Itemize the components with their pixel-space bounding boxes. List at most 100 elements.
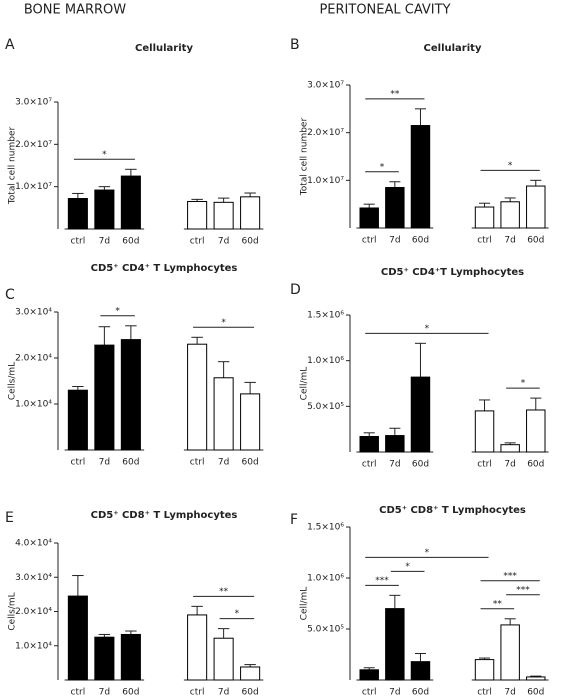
significance-label: * [521, 379, 526, 389]
bar [67, 389, 88, 451]
bar [500, 444, 520, 453]
bar [410, 376, 431, 453]
y-tick-label: 2.0×10⁴ [15, 607, 52, 617]
bar [410, 125, 431, 229]
panel-letter: F [290, 512, 298, 528]
x-tick-label: ctrl [362, 688, 377, 698]
y-axis-label: Cell/mL [300, 367, 310, 401]
panel-letter: D [290, 282, 301, 298]
bar [67, 595, 88, 681]
y-tick-label: 3.0×10⁷ [307, 81, 344, 91]
x-tick-label: ctrl [477, 236, 492, 246]
y-tick-label: 1.0×10⁷ [307, 176, 344, 186]
y-axis-label: Cell/mL [300, 587, 310, 621]
x-tick-label: 7d [218, 688, 229, 698]
significance-label: ** [493, 599, 503, 609]
x-tick-label: ctrl [362, 236, 377, 246]
x-tick-label: 60d [122, 237, 139, 247]
x-tick-label: ctrl [71, 458, 86, 468]
significance-label: * [405, 562, 410, 572]
x-tick-label: 7d [504, 460, 515, 470]
x-tick-label: 7d [504, 688, 515, 698]
bar [474, 410, 495, 453]
x-tick-label: ctrl [190, 237, 205, 247]
bar [359, 207, 379, 229]
y-tick-label: 1.5×10⁶ [307, 311, 344, 321]
bar [67, 198, 88, 230]
y-tick-label: 1.0×10⁶ [307, 574, 344, 584]
bar [120, 633, 141, 681]
x-tick-label: 60d [412, 236, 429, 246]
x-tick-label: 60d [527, 688, 544, 698]
y-tick-label: 1.0×10⁴ [15, 400, 52, 410]
y-tick-label: 3.0×10⁴ [15, 573, 52, 583]
x-tick-label: 7d [99, 688, 110, 698]
x-tick-label: 7d [389, 236, 400, 246]
y-tick-label: 2.0×10⁷ [15, 140, 52, 150]
bar [500, 624, 520, 681]
significance-label: * [508, 161, 513, 171]
x-tick-label: 7d [389, 688, 400, 698]
bar [187, 614, 208, 681]
x-tick-label: 60d [527, 460, 544, 470]
bar [474, 659, 495, 681]
x-tick-label: 60d [527, 236, 544, 246]
bar [120, 339, 141, 451]
bar [213, 637, 234, 681]
y-tick-label: 4.0×10⁴ [15, 539, 52, 549]
x-tick-label: 7d [218, 237, 229, 247]
y-axis-label: Cells/mL [8, 592, 18, 630]
x-tick-label: 7d [99, 458, 110, 468]
bar [500, 201, 520, 229]
bar [94, 344, 115, 451]
bar [526, 676, 546, 681]
bar [385, 435, 405, 453]
bar [240, 393, 261, 451]
significance-label: *** [503, 571, 517, 581]
y-tick-label: 2.0×10⁷ [307, 128, 344, 138]
panel-title: Cellularity [424, 43, 482, 54]
bar [474, 206, 495, 229]
y-axis-label: Cells/mL [8, 362, 18, 400]
x-tick-label: 60d [242, 237, 259, 247]
panel-title: CD5⁺ CD4⁺ T Lymphocytes [91, 263, 238, 274]
x-tick-label: 7d [99, 237, 110, 247]
bar [187, 200, 208, 230]
bar [526, 185, 546, 229]
bar [187, 343, 208, 451]
y-tick-label: 3.0×10⁴ [15, 308, 52, 318]
significance-label: * [425, 324, 430, 334]
x-tick-label: ctrl [477, 460, 492, 470]
column-header: BONE MARROW [24, 3, 126, 18]
bar [359, 435, 379, 453]
y-tick-label: 1.5×10⁶ [307, 523, 344, 533]
x-tick-label: 60d [122, 458, 139, 468]
significance-label: * [102, 150, 107, 160]
bar [410, 661, 431, 681]
bar [359, 669, 379, 681]
y-tick-label: 5.0×10⁵ [307, 402, 344, 412]
x-tick-label: 60d [412, 688, 429, 698]
x-tick-label: ctrl [362, 460, 377, 470]
significance-label: * [235, 609, 240, 619]
significance-label: ** [390, 89, 400, 99]
panel-title: Cellularity [135, 43, 193, 54]
y-tick-label: 1.0×10⁴ [15, 641, 52, 651]
panel-title: CD5⁺ CD4⁺T Lymphocytes [381, 267, 524, 278]
significance-label: *** [516, 585, 530, 595]
x-tick-label: 60d [122, 688, 139, 698]
x-tick-label: ctrl [477, 688, 492, 698]
panel-letter: E [5, 510, 14, 526]
y-tick-label: 5.0×10⁵ [307, 625, 344, 635]
bar [240, 196, 261, 230]
y-axis-label: Total cell number [8, 127, 18, 206]
significance-label: * [425, 548, 430, 558]
x-tick-label: 7d [504, 236, 515, 246]
x-tick-label: ctrl [190, 688, 205, 698]
bar [385, 186, 405, 229]
y-tick-label: 1.0×10⁶ [307, 356, 344, 366]
bar [120, 175, 141, 230]
y-tick-label: 1.0×10⁷ [15, 182, 52, 192]
panel-letter: C [5, 287, 15, 303]
